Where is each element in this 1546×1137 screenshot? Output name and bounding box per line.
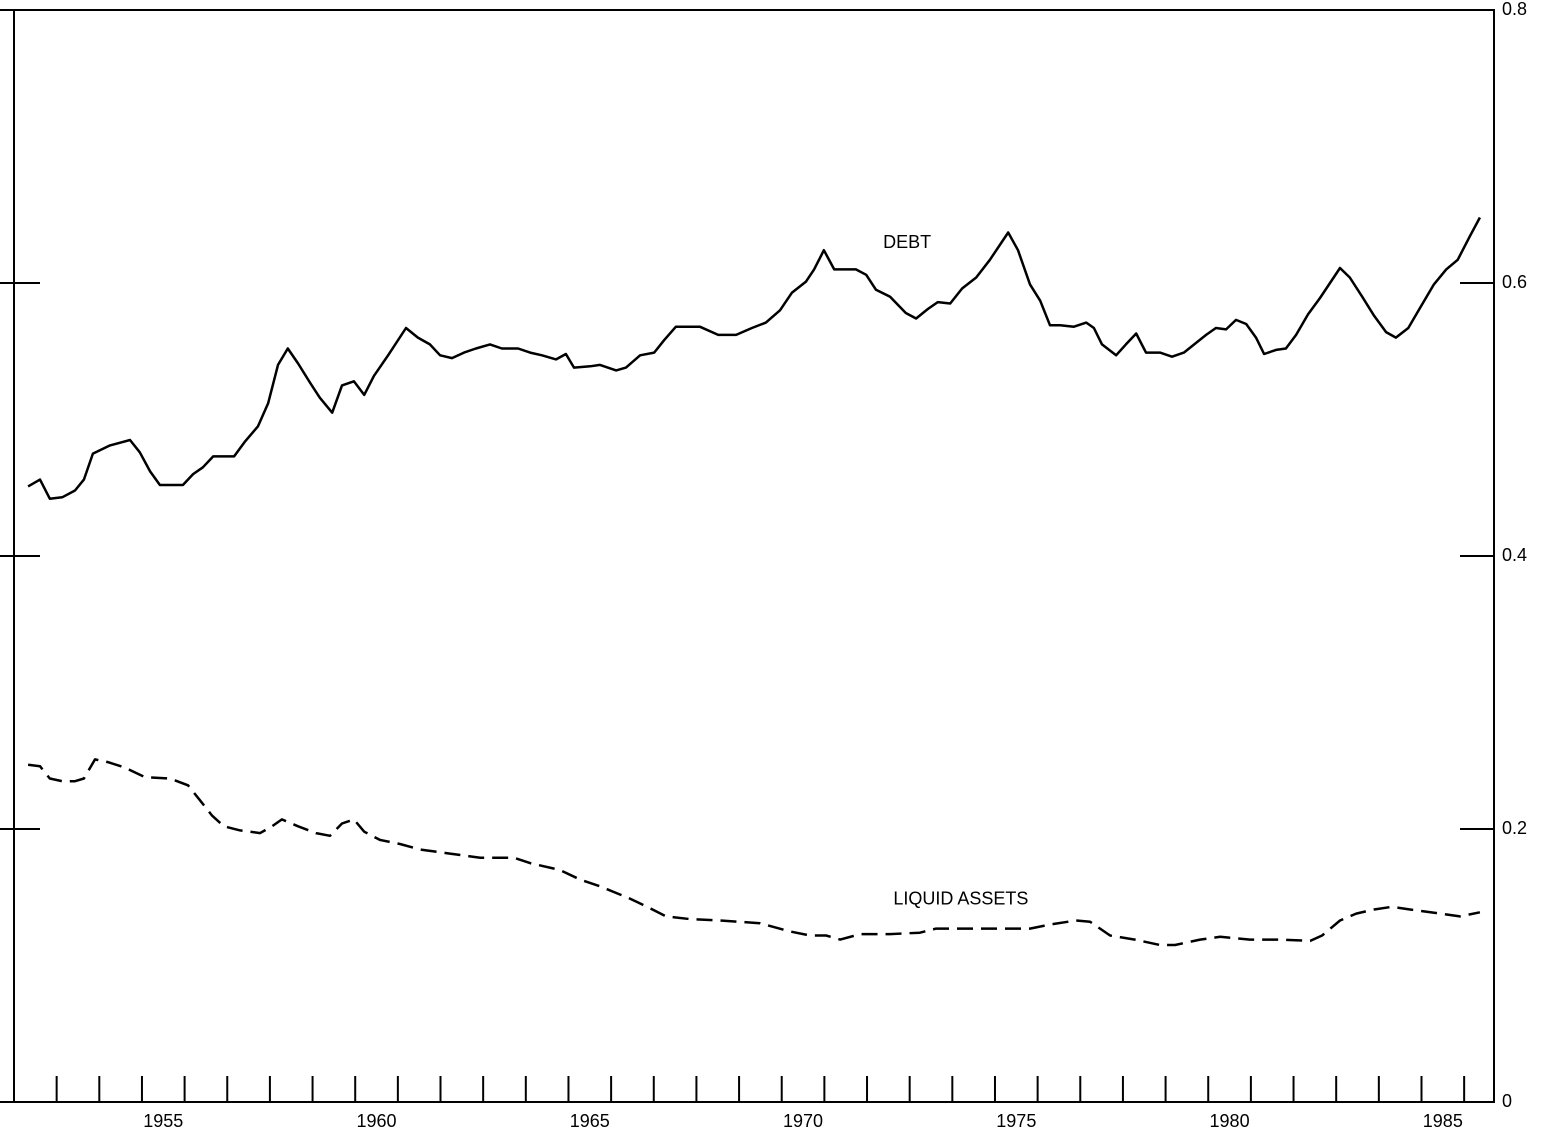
- series-line: [27, 758, 1481, 947]
- series-line: [27, 216, 1482, 500]
- plot-frame: [13, 9, 1495, 1103]
- x-tick-label: 1960: [357, 1111, 397, 1131]
- y-tick-label: 0.2: [1502, 818, 1527, 838]
- x-tick-label: 1980: [1210, 1111, 1250, 1131]
- x-tick-label: 1985: [1423, 1111, 1463, 1131]
- y-tick-label: 0.6: [1502, 272, 1527, 292]
- x-tick-label: 1975: [996, 1111, 1036, 1131]
- y-tick-label: 0: [1502, 1091, 1512, 1111]
- series-label: LIQUID ASSETS: [893, 889, 1028, 909]
- x-tick-label: 1965: [570, 1111, 610, 1131]
- x-tick-label: 1955: [143, 1111, 183, 1131]
- y-tick-label: 0.8: [1502, 0, 1527, 19]
- y-tick-label: 0.4: [1502, 545, 1527, 565]
- series-label: DEBT: [883, 232, 931, 252]
- x-tick-label: 1970: [783, 1111, 823, 1131]
